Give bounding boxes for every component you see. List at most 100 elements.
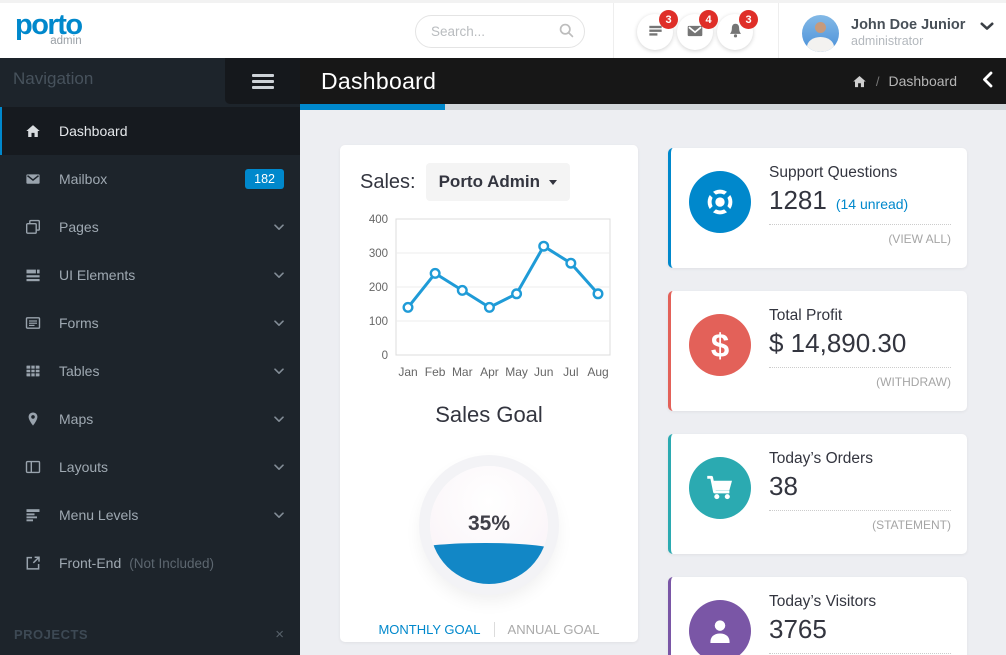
sidebar-item-label: Pages xyxy=(59,219,99,235)
sidebar-item-label: Menu Levels xyxy=(59,507,139,523)
sales-panel: Sales: Porto Admin 0 100 200 300 400 Jan Feb Ma… xyxy=(340,145,638,642)
logo[interactable]: porto admin xyxy=(15,9,83,48)
sidebar-item-maps[interactable]: Maps xyxy=(0,395,300,443)
dotted-divider xyxy=(769,510,951,511)
menu-levels-icon xyxy=(25,507,43,523)
top-header: porto admin 3 4 xyxy=(0,0,1006,58)
home-icon xyxy=(25,123,43,139)
svg-text:0: 0 xyxy=(382,350,388,362)
card-body: Total Profit $ 14,890.30 (WITHDRAW) xyxy=(769,307,951,389)
search-icon[interactable] xyxy=(558,22,575,44)
card-body: Support Questions 1281 (14 unread) (VIEW… xyxy=(769,164,951,246)
card-body: Today’s Orders 38 (STATEMENT) xyxy=(769,450,951,532)
sidebar-item-label: Front-End xyxy=(59,555,122,571)
sidebar-item-forms[interactable]: Forms xyxy=(0,299,300,347)
sales-source-dropdown[interactable]: Porto Admin xyxy=(425,163,570,201)
svg-text:Aug: Aug xyxy=(587,365,608,379)
sidebar-head: Navigation xyxy=(0,58,300,104)
mailbox-count-badge: 182 xyxy=(245,169,284,189)
sales-source-value: Porto Admin xyxy=(438,172,540,191)
goal-percent: 35% xyxy=(467,512,511,536)
dotted-divider xyxy=(769,653,951,654)
card-title: Total Profit xyxy=(769,307,843,324)
user-icon xyxy=(689,600,751,655)
svg-text:400: 400 xyxy=(369,214,388,226)
avatar xyxy=(802,14,839,52)
sidebar-title: Navigation xyxy=(13,69,94,88)
chevron-down-icon xyxy=(274,511,284,519)
header-divider xyxy=(613,3,614,58)
page-header: Dashboard / Dashboard xyxy=(300,58,1006,104)
sidebar-item-label: Layouts xyxy=(59,459,109,475)
sidebar-item-layouts[interactable]: Layouts xyxy=(0,443,300,491)
sidebar-item-dashboard[interactable]: Dashboard xyxy=(0,107,300,155)
content: Sales: Porto Admin 0 100 200 300 400 Jan Feb Ma… xyxy=(300,110,1006,655)
sidebar-collapse-button[interactable] xyxy=(225,58,300,104)
withdraw-link[interactable]: (WITHDRAW) xyxy=(876,375,951,389)
sidebar-item-tables[interactable]: Tables xyxy=(0,347,300,395)
svg-text:Jul: Jul xyxy=(563,365,578,379)
sales-goal-gauge: 35% xyxy=(430,466,548,584)
card-value: 1281 xyxy=(769,185,827,215)
sidebar-item-ui-elements[interactable]: UI Elements xyxy=(0,251,300,299)
logo-name: porto xyxy=(15,9,83,41)
notifications-button[interactable]: 3 xyxy=(717,10,758,50)
breadcrumb-home-icon[interactable] xyxy=(852,74,867,89)
svg-text:Apr: Apr xyxy=(480,365,499,379)
sidebar-item-pages[interactable]: Pages xyxy=(0,203,300,251)
chevron-down-icon[interactable] xyxy=(980,18,994,36)
svg-text:Mar: Mar xyxy=(452,365,473,379)
logo-sub: admin xyxy=(50,35,82,47)
messages-button[interactable]: 3 xyxy=(637,10,678,50)
unread-link[interactable]: (14 unread) xyxy=(835,196,909,212)
sales-head: Sales: Porto Admin xyxy=(360,163,638,201)
layouts-icon xyxy=(25,459,43,475)
card-title: Today’s Visitors xyxy=(769,593,877,610)
user-role: administrator xyxy=(851,34,924,49)
user-meta: John Doe Junior administrator xyxy=(851,16,965,50)
panel-toggle-button[interactable] xyxy=(982,71,993,91)
page-title: Dashboard xyxy=(321,67,437,94)
sidebar-item-menu-levels[interactable]: Menu Levels xyxy=(0,491,300,539)
sales-chart-wrap: 0 100 200 300 400 Jan Feb Mar Apr May Jun Jul Aug xyxy=(354,209,638,388)
projects-label: PROJECTS xyxy=(14,627,89,642)
map-pin-icon xyxy=(25,411,43,427)
sidebar-item-front-end[interactable]: Front-End (Not Included) xyxy=(0,539,300,587)
bell-icon xyxy=(727,22,744,42)
hamburger-icon xyxy=(251,73,274,89)
breadcrumb-item[interactable]: Dashboard xyxy=(888,73,958,89)
annual-goal-link[interactable]: ANNUAL GOAL xyxy=(507,622,600,637)
chevron-down-icon xyxy=(274,415,284,423)
search xyxy=(415,15,585,48)
monthly-goal-link[interactable]: MONTHLY GOAL xyxy=(378,622,495,637)
dollar-icon: $ xyxy=(689,314,751,376)
chevron-down-icon xyxy=(274,223,284,231)
svg-text:Jun: Jun xyxy=(534,365,553,379)
close-icon[interactable]: × xyxy=(275,626,284,643)
breadcrumb: / Dashboard xyxy=(852,58,993,104)
card-body: Today’s Visitors 3765 xyxy=(769,593,951,655)
sidebar-item-label: Maps xyxy=(59,411,94,427)
sidebar-item-mailbox[interactable]: Mailbox 182 xyxy=(0,155,300,203)
svg-text:Jan: Jan xyxy=(398,365,417,379)
page-header-underline xyxy=(300,104,1006,110)
sales-line-chart: 0 100 200 300 400 Jan Feb Mar Apr May Jun Jul Aug xyxy=(369,214,611,379)
user-menu[interactable]: John Doe Junior administrator xyxy=(802,13,992,53)
search-input[interactable] xyxy=(415,15,585,48)
statement-link[interactable]: (STATEMENT) xyxy=(872,518,951,532)
goal-liquid xyxy=(430,542,548,584)
user-name: John Doe Junior xyxy=(851,17,966,34)
chevron-down-icon xyxy=(274,367,284,375)
chevron-down-icon xyxy=(274,271,284,279)
sidebar-item-label: Mailbox xyxy=(59,171,108,187)
goal-links: MONTHLY GOAL ANNUAL GOAL xyxy=(340,622,638,637)
mail-button[interactable]: 4 xyxy=(677,10,718,50)
total-profit-card: $ Total Profit $ 14,890.30 (WITHDRAW) xyxy=(668,291,967,411)
view-all-link[interactable]: (VIEW ALL) xyxy=(888,232,951,246)
mail-count-badge: 4 xyxy=(699,10,718,29)
stat-cards: Support Questions 1281 (14 unread) (VIEW… xyxy=(668,148,967,655)
svg-text:100: 100 xyxy=(369,316,388,328)
breadcrumb-separator: / xyxy=(875,73,880,89)
messages-icon xyxy=(647,22,664,42)
